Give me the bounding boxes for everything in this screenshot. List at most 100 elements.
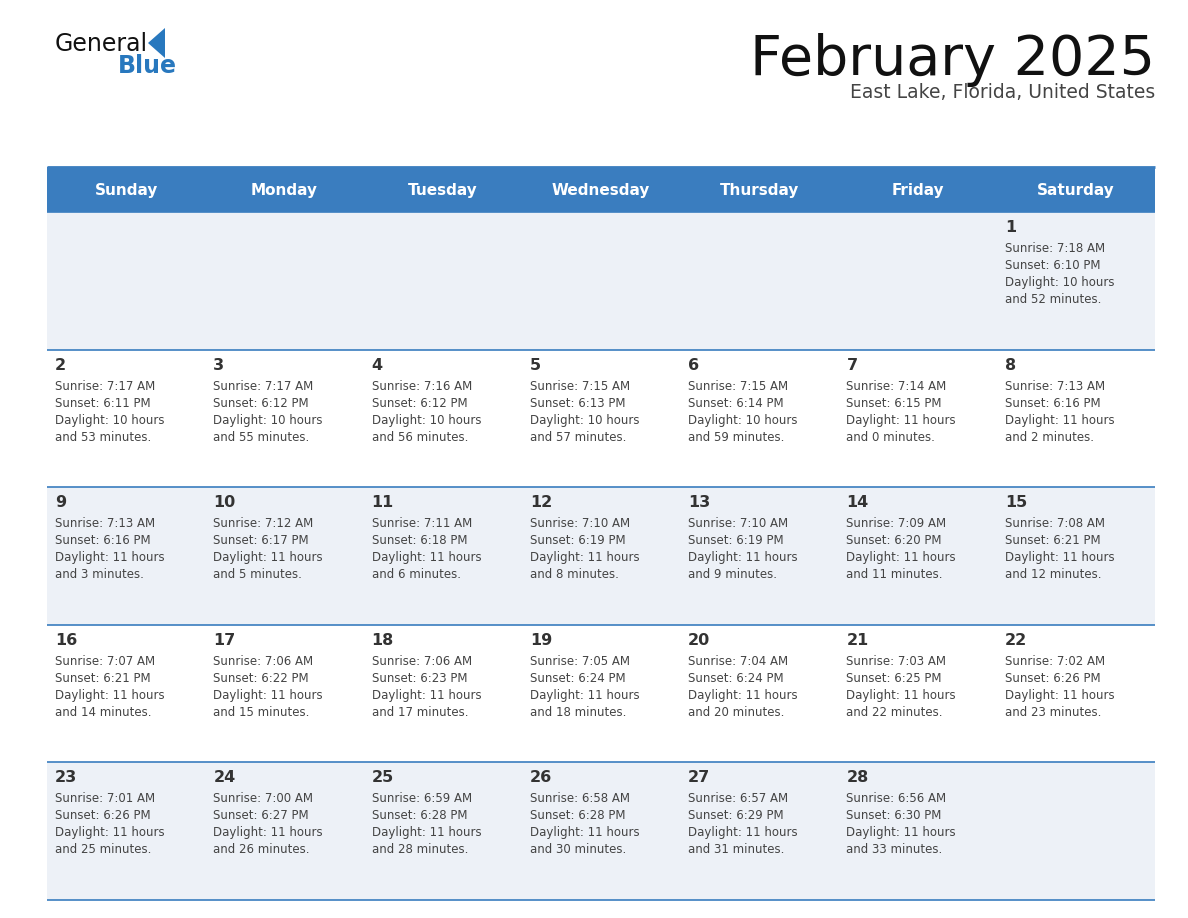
Text: 23: 23 [55, 770, 77, 786]
Text: and 18 minutes.: and 18 minutes. [530, 706, 626, 719]
Text: Daylight: 11 hours: Daylight: 11 hours [530, 688, 639, 701]
Text: and 25 minutes.: and 25 minutes. [55, 844, 151, 856]
Text: 14: 14 [846, 495, 868, 510]
Text: Sunrise: 7:02 AM: Sunrise: 7:02 AM [1005, 655, 1105, 667]
Text: Sunset: 6:25 PM: Sunset: 6:25 PM [846, 672, 942, 685]
Text: Sunset: 6:24 PM: Sunset: 6:24 PM [688, 672, 784, 685]
Text: Sunrise: 7:00 AM: Sunrise: 7:00 AM [214, 792, 314, 805]
Text: Daylight: 11 hours: Daylight: 11 hours [688, 826, 798, 839]
Text: Sunset: 6:12 PM: Sunset: 6:12 PM [214, 397, 309, 409]
Text: February 2025: February 2025 [750, 33, 1155, 87]
Text: and 11 minutes.: and 11 minutes. [846, 568, 943, 581]
Text: Daylight: 10 hours: Daylight: 10 hours [1005, 276, 1114, 289]
Text: 3: 3 [214, 358, 225, 373]
Text: and 55 minutes.: and 55 minutes. [214, 431, 310, 443]
Text: Sunset: 6:27 PM: Sunset: 6:27 PM [214, 810, 309, 823]
Text: Sunset: 6:29 PM: Sunset: 6:29 PM [688, 810, 784, 823]
Text: Sunrise: 7:03 AM: Sunrise: 7:03 AM [846, 655, 947, 667]
Bar [206, 763, 364, 900]
Bar [839, 763, 997, 900]
Text: 5: 5 [530, 358, 541, 373]
Text: and 52 minutes.: and 52 minutes. [1005, 293, 1101, 306]
Bar [48, 763, 206, 900]
Text: and 31 minutes.: and 31 minutes. [688, 844, 784, 856]
Text: Sunrise: 7:07 AM: Sunrise: 7:07 AM [55, 655, 156, 667]
Text: Daylight: 11 hours: Daylight: 11 hours [372, 551, 481, 565]
Text: Sunrise: 7:17 AM: Sunrise: 7:17 AM [214, 380, 314, 393]
Text: 20: 20 [688, 633, 710, 648]
Text: Sunset: 6:23 PM: Sunset: 6:23 PM [372, 672, 467, 685]
Bar [997, 625, 1155, 763]
Bar [839, 212, 997, 350]
Text: Saturday: Saturday [1037, 183, 1114, 197]
Text: and 14 minutes.: and 14 minutes. [55, 706, 152, 719]
Text: Daylight: 11 hours: Daylight: 11 hours [1005, 688, 1114, 701]
Text: 28: 28 [846, 770, 868, 786]
Bar [364, 212, 522, 350]
Text: Daylight: 11 hours: Daylight: 11 hours [214, 551, 323, 565]
Text: Daylight: 11 hours: Daylight: 11 hours [55, 551, 165, 565]
Text: 27: 27 [688, 770, 710, 786]
Text: and 22 minutes.: and 22 minutes. [846, 706, 943, 719]
Text: 15: 15 [1005, 495, 1026, 510]
Text: Sunrise: 7:14 AM: Sunrise: 7:14 AM [846, 380, 947, 393]
Text: Sunrise: 7:04 AM: Sunrise: 7:04 AM [688, 655, 789, 667]
Text: Monday: Monday [251, 183, 318, 197]
Text: East Lake, Florida, United States: East Lake, Florida, United States [849, 83, 1155, 102]
Text: and 8 minutes.: and 8 minutes. [530, 568, 619, 581]
Bar [681, 350, 839, 487]
Text: Sunrise: 7:10 AM: Sunrise: 7:10 AM [688, 517, 789, 531]
Text: Tuesday: Tuesday [407, 183, 478, 197]
Bar [206, 487, 364, 625]
Text: 2: 2 [55, 358, 67, 373]
Text: Sunset: 6:19 PM: Sunset: 6:19 PM [530, 534, 626, 547]
Text: Sunset: 6:17 PM: Sunset: 6:17 PM [214, 534, 309, 547]
Text: Sunset: 6:28 PM: Sunset: 6:28 PM [530, 810, 625, 823]
Text: Sunset: 6:24 PM: Sunset: 6:24 PM [530, 672, 626, 685]
Text: Sunday: Sunday [95, 183, 158, 197]
Bar [364, 763, 522, 900]
Text: Sunset: 6:22 PM: Sunset: 6:22 PM [214, 672, 309, 685]
Bar [522, 625, 681, 763]
Text: 12: 12 [530, 495, 552, 510]
Text: Sunrise: 6:56 AM: Sunrise: 6:56 AM [846, 792, 947, 805]
Text: Sunrise: 7:11 AM: Sunrise: 7:11 AM [372, 517, 472, 531]
Text: Sunset: 6:14 PM: Sunset: 6:14 PM [688, 397, 784, 409]
Bar [997, 487, 1155, 625]
Text: Daylight: 11 hours: Daylight: 11 hours [846, 688, 956, 701]
Text: 13: 13 [688, 495, 710, 510]
Bar [522, 763, 681, 900]
Text: Sunrise: 7:06 AM: Sunrise: 7:06 AM [372, 655, 472, 667]
Text: and 9 minutes.: and 9 minutes. [688, 568, 777, 581]
Text: and 17 minutes.: and 17 minutes. [372, 706, 468, 719]
Text: Sunset: 6:19 PM: Sunset: 6:19 PM [688, 534, 784, 547]
Text: Sunrise: 7:10 AM: Sunrise: 7:10 AM [530, 517, 630, 531]
Text: Sunrise: 6:59 AM: Sunrise: 6:59 AM [372, 792, 472, 805]
Text: 16: 16 [55, 633, 77, 648]
Text: Sunrise: 7:16 AM: Sunrise: 7:16 AM [372, 380, 472, 393]
Text: Daylight: 11 hours: Daylight: 11 hours [214, 826, 323, 839]
Text: and 2 minutes.: and 2 minutes. [1005, 431, 1094, 443]
Text: 7: 7 [846, 358, 858, 373]
Bar [48, 212, 206, 350]
Text: 6: 6 [688, 358, 700, 373]
Bar [681, 212, 839, 350]
Text: Sunset: 6:28 PM: Sunset: 6:28 PM [372, 810, 467, 823]
Bar [681, 763, 839, 900]
Text: Daylight: 11 hours: Daylight: 11 hours [688, 551, 798, 565]
Text: 26: 26 [530, 770, 552, 786]
Text: Daylight: 10 hours: Daylight: 10 hours [55, 414, 164, 427]
Text: and 23 minutes.: and 23 minutes. [1005, 706, 1101, 719]
Text: and 53 minutes.: and 53 minutes. [55, 431, 151, 443]
Text: Daylight: 11 hours: Daylight: 11 hours [688, 688, 798, 701]
Text: and 20 minutes.: and 20 minutes. [688, 706, 784, 719]
Text: Sunrise: 7:15 AM: Sunrise: 7:15 AM [530, 380, 630, 393]
Text: and 6 minutes.: and 6 minutes. [372, 568, 461, 581]
Text: Sunrise: 6:57 AM: Sunrise: 6:57 AM [688, 792, 789, 805]
Text: 1: 1 [1005, 220, 1016, 235]
Bar [364, 625, 522, 763]
Text: Daylight: 10 hours: Daylight: 10 hours [372, 414, 481, 427]
Bar [681, 487, 839, 625]
Text: Sunrise: 7:17 AM: Sunrise: 7:17 AM [55, 380, 156, 393]
Text: Daylight: 11 hours: Daylight: 11 hours [372, 688, 481, 701]
